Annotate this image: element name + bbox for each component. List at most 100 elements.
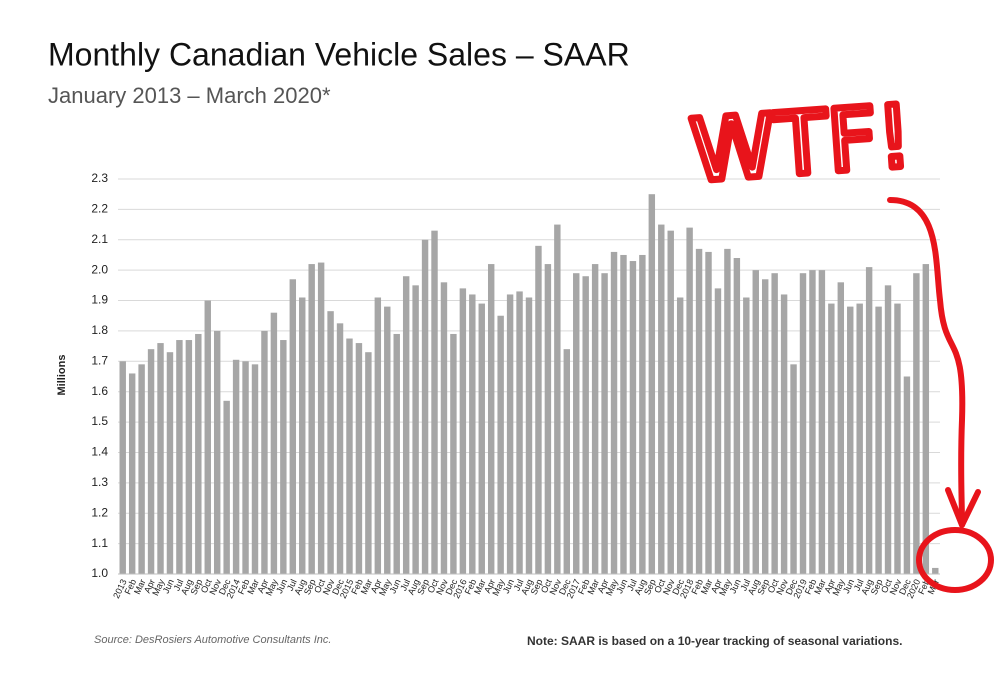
bar <box>431 230 438 574</box>
bar <box>610 251 618 574</box>
bar <box>865 267 873 574</box>
bar <box>837 282 845 574</box>
bar <box>752 270 759 574</box>
bar <box>894 303 901 574</box>
bar <box>242 361 249 574</box>
y-tick-label: 1.5 <box>91 414 108 428</box>
bar <box>469 294 476 574</box>
bar <box>261 330 268 574</box>
y-axis-label: Millions <box>56 355 68 396</box>
bar <box>393 333 400 574</box>
bar <box>620 254 627 574</box>
bar <box>251 364 259 574</box>
bar <box>714 288 722 574</box>
y-tick-label: 2.0 <box>91 262 108 276</box>
bar <box>204 300 211 574</box>
bar <box>516 291 523 574</box>
y-tick-label: 2.2 <box>91 202 108 216</box>
bar <box>525 297 533 574</box>
y-tick-label: 1.9 <box>91 293 108 307</box>
source: Source: DesRosiers Automotive Consultant… <box>94 634 331 646</box>
bar <box>450 333 457 574</box>
bar <box>884 285 892 574</box>
y-tick-label: 1.7 <box>91 353 108 367</box>
bar <box>771 273 778 574</box>
bar <box>582 276 589 574</box>
plot: 1.0 1.1 1.2 1.3 1.4 1.5 1.6 1.7 1.8 1.9 2.0 2.1 2.2 2… <box>91 171 941 600</box>
annotation: WTF! <box>687 87 915 202</box>
bar <box>780 294 788 574</box>
y-tick-label: 1.0 <box>91 566 108 580</box>
bar <box>686 227 693 574</box>
x-tick-label: Jul <box>285 578 299 593</box>
bar <box>185 340 193 574</box>
bar <box>761 279 769 574</box>
bar <box>299 297 306 574</box>
bar <box>544 264 552 574</box>
bar <box>535 245 542 574</box>
y-tick-label: 1.1 <box>91 536 108 550</box>
bar <box>563 349 571 574</box>
y-tick-label: 2.1 <box>91 232 108 246</box>
bar <box>506 294 514 574</box>
bar <box>374 297 382 574</box>
bar <box>875 306 882 574</box>
bar <box>922 264 930 574</box>
bar <box>487 264 495 574</box>
bar <box>658 224 665 575</box>
bar <box>828 303 835 574</box>
x-tick-label: Jul <box>512 578 526 593</box>
bar <box>308 264 315 574</box>
bar <box>289 279 297 574</box>
bar <box>412 285 419 574</box>
y-tick-label: 1.4 <box>91 445 108 459</box>
bar <box>157 343 164 574</box>
bar <box>232 359 240 574</box>
bar <box>799 273 807 574</box>
bar <box>176 340 183 574</box>
y-tick-label: 1.3 <box>91 475 108 489</box>
bar <box>138 364 145 574</box>
bar <box>601 273 608 574</box>
x-tick-label: Jul <box>171 578 185 593</box>
bar <box>913 273 920 574</box>
bar <box>365 352 372 574</box>
bar <box>724 248 731 574</box>
bar <box>317 262 325 574</box>
bar <box>421 239 429 574</box>
bar <box>402 276 410 574</box>
bar <box>119 361 126 574</box>
x-tick-label: Jul <box>398 578 412 593</box>
y-tick-label: 1.6 <box>91 384 108 398</box>
bar <box>459 288 467 574</box>
bar <box>809 270 816 574</box>
bar <box>705 251 712 574</box>
bar <box>573 273 580 574</box>
bar <box>336 323 344 574</box>
chart-subtitle: January 2013 – March 2020* <box>48 83 331 108</box>
x-tick-label: Jul <box>625 578 639 593</box>
bar <box>554 224 561 575</box>
bar <box>591 264 599 574</box>
bar <box>667 230 674 574</box>
y-tick-label: 1.8 <box>91 323 108 337</box>
arrow <box>887 197 966 528</box>
bar <box>639 254 646 574</box>
bar <box>195 333 202 574</box>
y-tick-label: 2.3 <box>91 171 108 185</box>
bar <box>818 270 826 574</box>
bar <box>903 376 911 574</box>
bar <box>733 258 741 574</box>
bar <box>648 194 656 574</box>
x-tick-label: Jul <box>852 578 866 593</box>
bar <box>223 400 230 574</box>
bar <box>790 364 797 574</box>
y-tick-label: 1.2 <box>91 505 108 519</box>
bar <box>847 306 854 574</box>
bar <box>440 282 448 574</box>
bar <box>932 567 939 574</box>
bar <box>355 343 363 574</box>
x-tick-label: Jul <box>738 578 752 593</box>
bar <box>327 311 334 574</box>
